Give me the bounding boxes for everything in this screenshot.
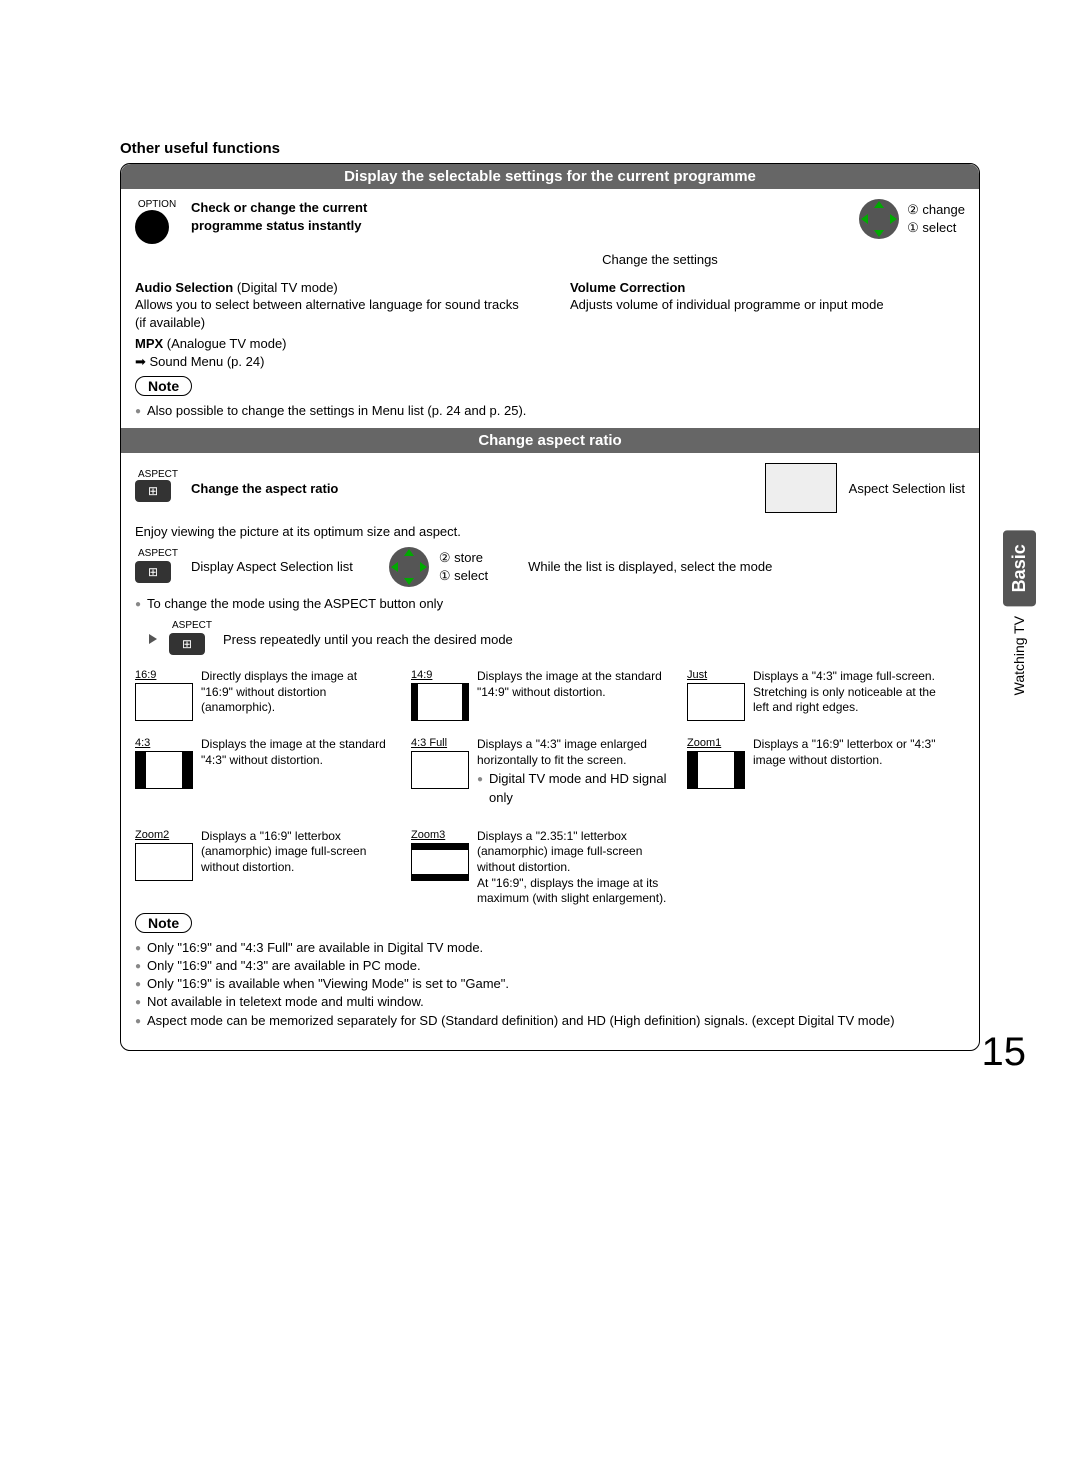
arrow-icon [149,634,157,644]
note-pill-2: Note [135,913,192,933]
note-pill-1: Note [135,376,192,396]
aspect-list-label: Aspect Selection list [849,480,965,498]
audio-selection-mode: (Digital TV mode) [233,280,338,295]
ratio-43-desc: Displays the image at the standard "4:3"… [201,737,391,813]
ratio-43f-pic [411,751,469,789]
volume-correction-desc: Adjusts volume of individual programme o… [570,296,965,314]
ratio-just-desc: Displays a "4:3" image full-screen. Stre… [753,669,943,721]
mpx-title: MPX [135,336,163,351]
ratio-169-pic [135,683,193,721]
ratio-149-label: 14:9 [411,669,477,681]
ratio-43-pic [135,751,193,789]
ratio-z2-desc: Displays a "16:9" letterbox (anamorphic)… [201,829,391,907]
ratio-just-label: Just [687,669,753,681]
side-watching: Watching TV [1011,616,1027,695]
page-number: 15 [982,1030,1027,1075]
ratio-z1-desc: Displays a "16:9" letterbox or "4:3" ima… [753,737,943,813]
ratio-grid: 16:9 Directly displays the image at "16:… [135,669,965,907]
nav-pad-2[interactable] [389,547,429,587]
change-aspect-title: Change the aspect ratio [191,480,338,498]
ratio-149-desc: Displays the image at the standard "14:9… [477,669,667,721]
nav-pad[interactable] [859,199,899,239]
side-tab: Watching TV Basic [1003,530,1036,695]
aspect-button-2[interactable] [135,561,171,583]
step-select2: ① select [439,567,488,585]
other-useful-functions-heading: Other useful functions [120,140,980,157]
note2-item-2: Only "16:9" is available when "Viewing M… [135,975,965,993]
mpx-ref: ➡ Sound Menu (p. 24) [135,353,530,371]
mpx-mode: (Analogue TV mode) [163,336,286,351]
ratio-z3-desc: Displays a "2.35:1" letterbox (anamorphi… [477,829,667,907]
press-repeat-text: Press repeatedly until you reach the des… [223,631,513,649]
option-button[interactable] [135,210,169,244]
aspect-button-3[interactable] [169,633,205,655]
while-list-text: While the list is displayed, select the … [528,558,772,576]
note2-item-3: Not available in teletext mode and multi… [135,993,965,1011]
note2-item-4: Aspect mode can be memorized separately … [135,1012,965,1030]
ratio-43f-extra: Digital TV mode and HD signal only [477,770,667,806]
ratio-just-pic [687,683,745,721]
aspect-button-1[interactable] [135,480,171,502]
display-aspect-label: Display Aspect Selection list [191,558,353,576]
ratio-43-label: 4:3 [135,737,201,749]
step-store: ② store [439,549,488,567]
section1-header: Display the selectable settings for the … [121,164,979,189]
settings-box: Display the selectable settings for the … [120,163,980,1051]
audio-selection-title: Audio Selection [135,280,233,295]
step-change: ② change [907,201,965,219]
note2-item-1: Only "16:9" and "4:3" are available in P… [135,957,965,975]
ratio-z1-pic [687,751,745,789]
change-settings-label: Change the settings [355,251,965,269]
ratio-z3-label: Zoom3 [411,829,477,841]
note2-item-0: Only "16:9" and "4:3 Full" are available… [135,939,965,957]
ratio-z2-label: Zoom2 [135,829,201,841]
note1-item: Also possible to change the settings in … [135,402,965,420]
audio-selection-desc: Allows you to select between alternative… [135,296,530,331]
ratio-43f-desc: Displays a "4:3" image enlarged horizont… [477,737,647,767]
aspect-caption-3: ASPECT [169,619,215,633]
enjoy-text: Enjoy viewing the picture at its optimum… [135,523,965,541]
ratio-169-desc: Directly displays the image at "16:9" wi… [201,669,391,721]
section2-header: Change aspect ratio [121,428,979,453]
option-caption: OPTION [135,199,179,210]
check-change-title: Check or change the current programme st… [191,199,431,234]
ratio-z3-pic [411,843,469,881]
ratio-149-pic [411,683,469,721]
ratio-169-label: 16:9 [135,669,201,681]
step-select1: ① select [907,219,965,237]
ratio-43f-label: 4:3 Full [411,737,477,749]
side-basic: Basic [1003,530,1036,606]
ratio-z1-label: Zoom1 [687,737,753,749]
to-change-text: To change the mode using the ASPECT butt… [135,595,965,613]
ratio-z2-pic [135,843,193,881]
volume-correction-title: Volume Correction [570,279,965,297]
aspect-caption-2: ASPECT [135,547,181,561]
aspect-list-thumb [765,463,837,513]
aspect-caption-1: ASPECT [135,469,181,480]
